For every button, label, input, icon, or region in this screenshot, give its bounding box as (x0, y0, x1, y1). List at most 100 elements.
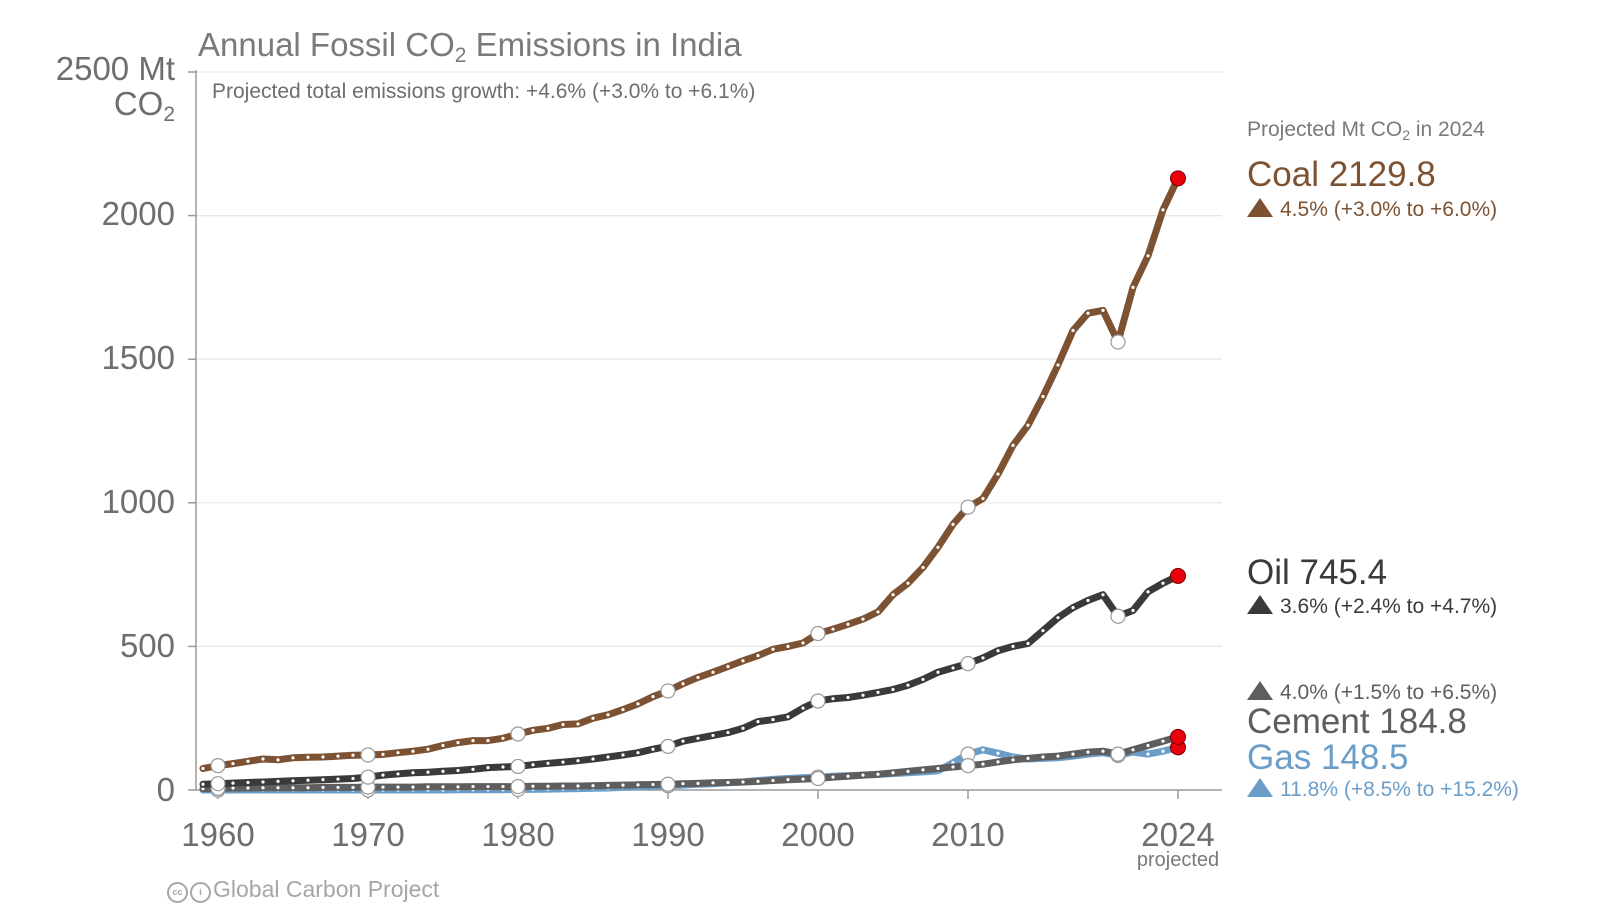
oil-data-point (1026, 641, 1030, 646)
cement-decade-marker (810, 770, 826, 787)
cement-data-point (591, 784, 595, 788)
gas-label: Gas 148.5 (1247, 738, 1409, 777)
projected-note: projected (1136, 849, 1220, 871)
cement-data-point (291, 786, 295, 790)
oil-data-point (201, 782, 205, 786)
oil-data-point (636, 751, 640, 755)
oil-data-point (981, 656, 985, 660)
cement-data-point (231, 786, 235, 790)
coal-data-point (396, 751, 400, 755)
cement-data-point (831, 775, 835, 779)
coal-data-point (846, 622, 850, 626)
cement-data-point (996, 760, 1000, 764)
oil-data-point (576, 759, 580, 763)
chart-title: Annual Fossil CO2 Emissions in India (198, 26, 742, 67)
oil-data-point (696, 736, 700, 740)
coal-data-point (501, 736, 505, 740)
oil-data-point (651, 747, 655, 751)
oil-decade-marker (810, 693, 826, 709)
coal-data-point (486, 739, 490, 743)
oil-data-point (921, 677, 925, 682)
cement-data-point (306, 786, 310, 790)
gas-growth: 11.8% (+8.5% to +15.2%) (1247, 778, 1519, 802)
coal-data-point (456, 741, 460, 745)
x-tick-label: 1970 (331, 816, 405, 853)
oil-data-point (456, 768, 460, 773)
up-triangle-icon (1247, 681, 1273, 700)
coal-data-point (546, 726, 550, 730)
oil-data-point (741, 726, 745, 730)
oil-data-point (846, 695, 850, 700)
oil-data-point (486, 765, 490, 770)
oil-data-point (906, 683, 910, 687)
cement-data-point (696, 781, 700, 785)
y-tick-label: 1000 (101, 483, 175, 520)
coal-series-line (199, 174, 1182, 772)
x-tick-label: 1980 (481, 816, 555, 853)
coal-data-point (696, 675, 700, 680)
y-tick-label: 500 (119, 627, 175, 664)
coal-growth: 4.5% (+3.0% to +6.0%) (1247, 198, 1497, 222)
cement-projection-marker (1170, 728, 1186, 745)
coal-data-point (276, 758, 280, 762)
cement-data-point (396, 785, 400, 789)
oil-data-point (606, 755, 610, 759)
y-tick-label: 1500 (101, 339, 175, 376)
oil-data-point (291, 779, 295, 783)
x-tick-label: 2010 (931, 816, 1005, 853)
oil-data-point (276, 779, 280, 783)
oil-data-point (891, 687, 895, 692)
cement-data-point (546, 784, 550, 788)
cement-data-point (426, 785, 430, 789)
cement-data-point (801, 777, 805, 781)
coal-decade-marker (210, 757, 226, 774)
y-tick-label: 0 (156, 771, 175, 808)
cement-data-point (561, 784, 565, 788)
credit-text: Global Carbon Project (213, 876, 440, 902)
coal-decade-marker (1110, 334, 1126, 350)
oil-data-point (426, 770, 430, 774)
oil-data-point (351, 776, 355, 781)
cement-decade-marker (660, 776, 676, 792)
coal-data-point (1086, 311, 1090, 315)
cement-data-point (261, 786, 265, 790)
cement-data-point (576, 784, 580, 788)
cement-data-point (471, 784, 475, 789)
oil-growth: 3.6% (+2.4% to +4.7%) (1247, 595, 1497, 619)
gas-data-point (981, 748, 985, 752)
oil-data-point (1146, 590, 1150, 594)
cement-data-point (381, 785, 385, 789)
cement-decade-marker (1110, 746, 1126, 762)
oil-data-point (231, 781, 235, 785)
coal-label: Coal 2129.8 (1247, 155, 1436, 194)
cement-data-point (246, 786, 250, 790)
oil-data-point (336, 777, 340, 781)
coal-data-point (261, 757, 265, 761)
oil-data-point (786, 715, 790, 719)
cement-data-point (276, 786, 280, 790)
cement-data-point (1161, 739, 1165, 743)
cement-data-point (876, 772, 880, 776)
cement-data-point (951, 765, 955, 769)
cement-data-point (861, 773, 865, 777)
oil-data-point (1131, 608, 1135, 613)
oil-data-point (756, 720, 760, 724)
oil-projection-marker (1170, 567, 1186, 584)
cement-data-point (741, 780, 745, 784)
coal-decade-marker (510, 726, 526, 742)
oil-data-point (246, 780, 250, 785)
oil-data-point (381, 773, 385, 777)
oil-decade-marker (210, 776, 226, 792)
coal-data-point (231, 761, 235, 766)
coal-data-point (411, 749, 415, 753)
oil-data-point (411, 771, 415, 775)
oil-data-point (471, 767, 475, 771)
coal-data-point (336, 754, 340, 758)
y-axis-unit-line1: 2500 Mt (55, 50, 175, 87)
cement-data-point (531, 784, 535, 788)
cement-data-point (606, 783, 610, 788)
coal-data-point (576, 722, 580, 726)
coal-data-point (711, 670, 715, 674)
coal-data-point (756, 653, 760, 658)
oil-data-point (306, 778, 310, 782)
